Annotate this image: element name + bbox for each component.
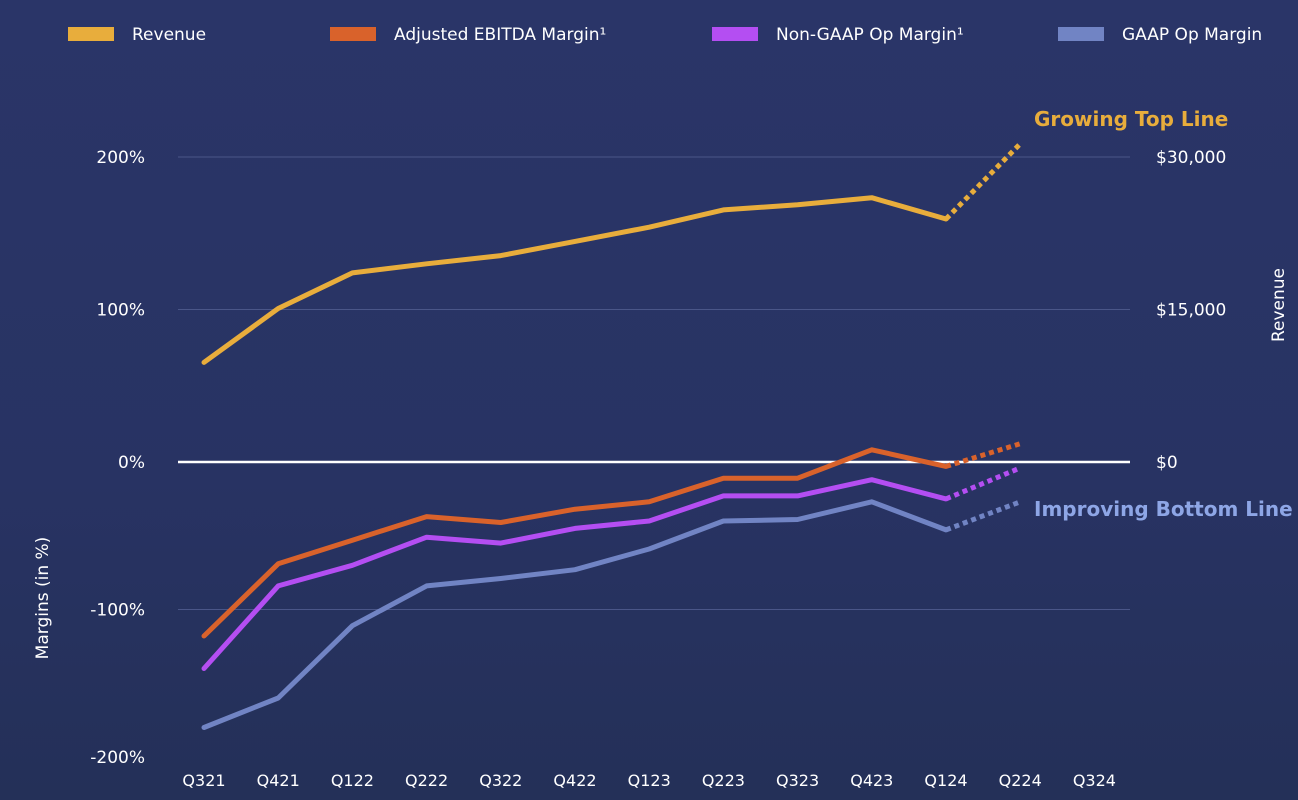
series-line	[201, 195, 949, 365]
x-tick-label: Q123	[628, 771, 671, 790]
series-projection-line	[945, 499, 1022, 533]
y-right-tick-label: $15,000	[1156, 301, 1226, 321]
legend-label: Non-GAAP Op Margin¹	[776, 25, 964, 45]
legend-swatch	[330, 27, 376, 41]
x-tick-label: Q421	[257, 771, 300, 790]
x-tick-label: Q122	[331, 771, 374, 790]
right-axis: $30,000 $15,000 $0	[1156, 148, 1226, 473]
y-left-tick-label: 200%	[96, 148, 145, 168]
y-left-tick-label: 0%	[118, 453, 145, 473]
series-projection-line	[945, 441, 1021, 469]
legend-swatch	[1058, 27, 1104, 41]
left-axis: 200% 100% 0% -100% -200%	[90, 148, 145, 768]
series-line	[201, 447, 949, 639]
series-projection-line	[945, 465, 1022, 502]
y-left-tick-label: -200%	[90, 748, 145, 768]
legend-label: Revenue	[132, 25, 206, 45]
x-tick-label: Q423	[850, 771, 893, 790]
y-right-tick-label: $0	[1156, 453, 1178, 473]
y-right-tick-label: $30,000	[1156, 148, 1226, 168]
x-tick-label: Q422	[553, 771, 596, 790]
x-tick-label: Q324	[1073, 771, 1116, 790]
annotation-growing-top-line: Growing Top Line	[1034, 107, 1228, 131]
x-axis: Q321 Q421 Q122 Q222 Q322 Q422 Q123 Q223 Q323 Q423…	[182, 771, 1116, 790]
x-tick-label: Q124	[924, 771, 967, 790]
annotation-improving-bottom-line: Improving Bottom Line	[1034, 497, 1293, 521]
annotations: Growing Top Line Improving Bottom Line	[1034, 107, 1293, 521]
x-tick-label: Q224	[999, 771, 1042, 790]
series-line	[201, 477, 949, 671]
grid	[178, 156, 1130, 610]
x-tick-label: Q322	[479, 771, 522, 790]
y-left-tick-label: 100%	[96, 301, 145, 321]
legend-label: Adjusted EBITDA Margin¹	[394, 25, 606, 45]
x-tick-label: Q222	[405, 771, 448, 790]
x-tick-label: Q323	[776, 771, 819, 790]
series-lines	[201, 142, 1022, 730]
legend-label: GAAP Op Margin	[1122, 25, 1262, 45]
series-projection-line	[944, 142, 1022, 221]
x-tick-label: Q223	[702, 771, 745, 790]
y-axis-right-title: Revenue	[1269, 268, 1289, 342]
legend-swatch	[712, 27, 758, 41]
y-axis-left-title: Margins (in %)	[33, 537, 53, 660]
legend-swatch	[68, 27, 114, 41]
legend: Revenue Adjusted EBITDA Margin¹ Non-GAAP O…	[68, 25, 1262, 45]
y-left-tick-label: -100%	[90, 601, 145, 621]
series-line	[201, 499, 949, 730]
x-tick-label: Q321	[182, 771, 225, 790]
